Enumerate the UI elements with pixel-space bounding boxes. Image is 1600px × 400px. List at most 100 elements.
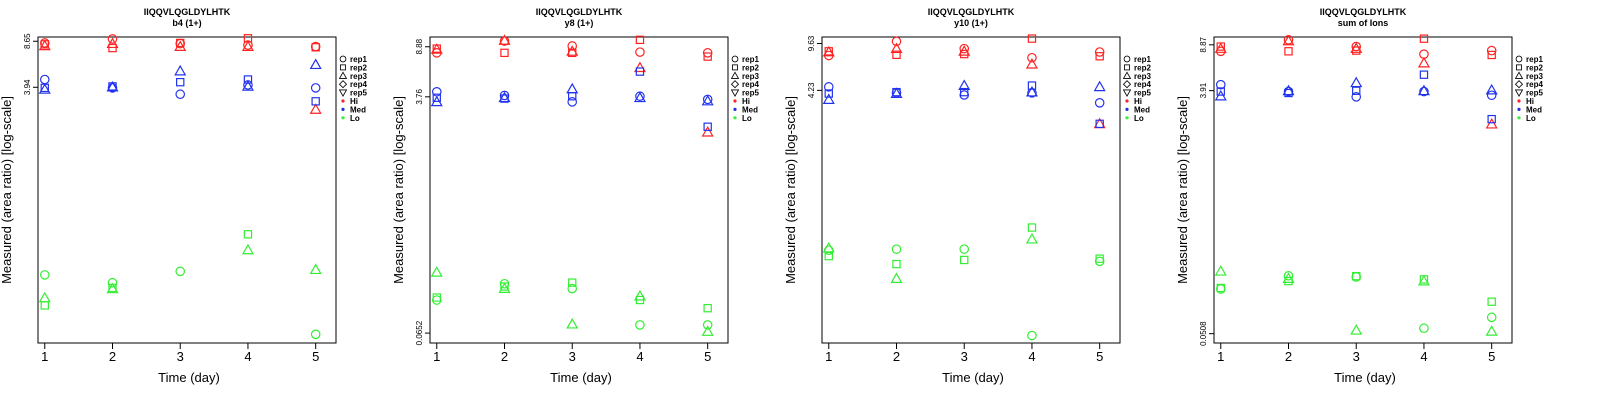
x-tick-label: 1 [1217, 349, 1224, 364]
legend-label: rep2 [742, 63, 759, 72]
data-point-med-rep1-day3 [175, 89, 186, 100]
legend-marker-rep5 [1514, 89, 1524, 97]
legend-marker-group [732, 64, 738, 71]
legend-dot-hi [341, 99, 345, 103]
data-point-lo-rep3-day2 [1282, 272, 1295, 283]
y-tick-label: 4.23 [807, 82, 816, 98]
legend-marker-rep1 [339, 55, 347, 63]
data-point-lo-rep2-day1 [1216, 283, 1225, 293]
data-point-lo-rep1-day2 [1283, 270, 1294, 281]
legend-marker-group [340, 64, 346, 71]
data-point-lo-rep1-day5 [702, 320, 713, 330]
x-tick-label: 2 [893, 349, 900, 364]
data-point-lo-rep2-day5 [703, 303, 712, 313]
data-point-hi-rep3-day2 [1282, 34, 1295, 46]
legend-label: Hi [1134, 97, 1142, 106]
legend-label: Lo [1134, 114, 1144, 123]
plot-frame [821, 36, 1121, 344]
plot-frame [429, 36, 729, 344]
data-point-hi-rep2-day2 [892, 50, 901, 60]
legend-dot-med [1517, 107, 1521, 111]
data-point-lo-rep3-day4 [1417, 274, 1430, 286]
data-point-hi-rep3-day4 [1025, 57, 1038, 69]
data-point-lo-rep3-day5 [701, 325, 714, 336]
legend-dot-lo [1125, 116, 1129, 120]
legend-label: rep3 [742, 72, 759, 81]
data-point-med-rep2-day3 [1352, 86, 1361, 95]
legend-marker-rep3 [730, 71, 740, 79]
data-point-lo-rep1-day5 [1094, 256, 1105, 267]
data-point-med-rep2-day4 [1419, 70, 1429, 79]
legend-label: rep5 [742, 89, 759, 98]
data-point-hi-rep3-day1 [430, 43, 443, 54]
chart-title: IIQQVLQGLDYLHTK [144, 7, 231, 17]
data-point-lo-rep2-day3 [1352, 271, 1361, 281]
data-point-lo-rep3-day1 [822, 241, 835, 253]
legend-label: rep1 [742, 55, 759, 64]
data-point-hi-rep3-day3 [1350, 42, 1363, 53]
data-point-med-rep1-day5 [1486, 90, 1497, 101]
legend-marker-group [1515, 55, 1523, 63]
data-point-lo-rep2-day1 [824, 251, 833, 261]
data-point-med-rep2-day5 [1095, 119, 1104, 129]
legend-label: rep4 [1134, 80, 1151, 89]
data-point-hi-rep3-day3 [958, 45, 971, 56]
legend-label: rep2 [350, 63, 367, 72]
data-point-hi-rep2-day2 [1284, 47, 1293, 56]
data-point-hi-rep2-day5 [1487, 50, 1496, 60]
x-tick-label: 2 [109, 349, 116, 364]
legend-marker-rep2 [1124, 64, 1130, 71]
data-point-hi-rep1-day4 [635, 47, 645, 57]
data-point-med-rep2-day4 [635, 67, 645, 76]
data-point-hi-rep3-day4 [241, 40, 254, 51]
data-point-lo-rep2-day3 [960, 255, 969, 265]
legend-label: rep5 [350, 89, 367, 98]
x-tick-label: 2 [501, 349, 508, 364]
legend-marker-rep4 [1122, 80, 1132, 89]
data-point-lo-rep3-day5 [1485, 325, 1498, 336]
data-point-lo-rep3-day5 [309, 263, 322, 275]
legend-label: rep3 [1134, 72, 1151, 81]
legend-label: Med [350, 105, 366, 114]
legend-marker-rep4 [338, 80, 348, 89]
legend-marker-group [1124, 64, 1130, 71]
data-point-med-rep3-day4 [633, 91, 646, 103]
data-point-hi-rep1-day3 [567, 41, 578, 51]
legend-marker-rep3 [1122, 71, 1132, 79]
legend-label: rep4 [742, 80, 759, 89]
y-tick-label: 3.91 [1199, 82, 1208, 98]
data-point-med-rep1-day3 [567, 97, 578, 107]
data-point-hi-rep1-day4 [1027, 52, 1037, 63]
legend-marker-group [1514, 80, 1524, 89]
data-point-hi-rep3-day2 [106, 37, 119, 49]
x-tick-label: 5 [704, 349, 711, 364]
data-point-med-rep1-day5 [1094, 97, 1105, 108]
data-point-lo-rep1-day2 [499, 278, 510, 289]
x-tick-label: 4 [1420, 349, 1427, 364]
data-point-lo-rep2-day5 [1095, 254, 1104, 263]
data-point-hi-rep1-day2 [107, 34, 118, 44]
legend-label: Hi [1526, 97, 1534, 106]
data-point-lo-rep1-day1 [39, 270, 50, 280]
data-point-med-rep3-day4 [241, 80, 254, 91]
data-point-med-rep3-day4 [1025, 85, 1038, 97]
y-tick-label: 3.76 [415, 89, 424, 105]
data-point-med-rep3-day3 [174, 64, 187, 76]
data-point-lo-rep1-day5 [1486, 312, 1497, 323]
data-point-lo-rep2-day2 [892, 259, 901, 269]
data-point-hi-rep3-day3 [174, 40, 187, 51]
data-point-lo-rep1-day4 [1419, 323, 1429, 334]
legend-label: rep2 [1134, 63, 1151, 72]
chart-subtitle: y10 (1+) [954, 18, 988, 28]
data-point-med-rep3-day4 [1417, 84, 1430, 96]
x-tick-label: 4 [244, 349, 251, 364]
legend-marker-group [338, 71, 348, 79]
data-point-hi-rep3-day5 [309, 103, 322, 114]
chart-title: IIQQVLQGLDYLHTK [928, 7, 1015, 17]
legend-marker-group [338, 89, 348, 97]
data-point-hi-rep1-day5 [1486, 45, 1497, 56]
data-point-med-rep3-day2 [1282, 84, 1295, 96]
y-tick-label: 8.65 [23, 33, 32, 49]
